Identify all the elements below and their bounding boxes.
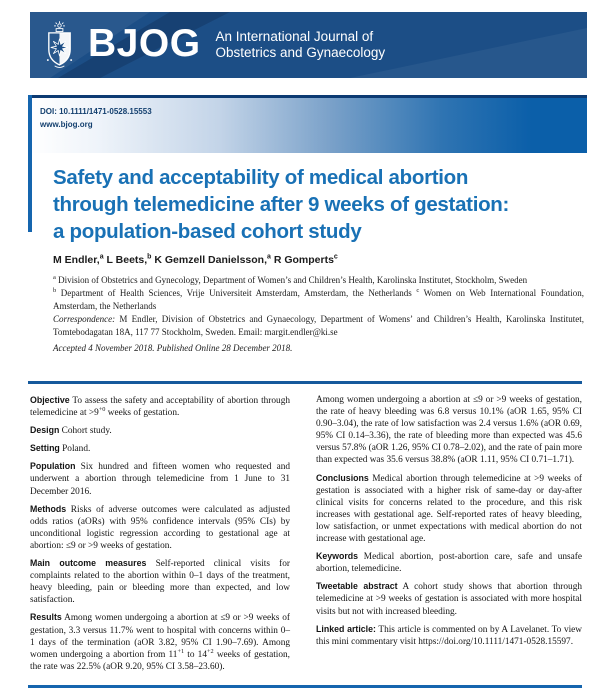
superscript: a <box>99 253 104 261</box>
para: M Endler,a L Beets,b K Gemzell Danielsso… <box>53 253 338 267</box>
para-objective-label: Objective <box>30 395 70 405</box>
journal-masthead: BJOG An International Journal of Obstetr… <box>30 12 587 78</box>
para-objective: Objective To assess the safety and accep… <box>30 395 291 419</box>
journal-url-link[interactable]: www.bjog.org <box>40 120 93 129</box>
para-setting-label: Setting <box>30 443 60 454</box>
bjog-crest-icon <box>46 20 73 68</box>
para-methods-label: Methods <box>30 503 67 514</box>
italic-text: Correspondence: <box>53 314 116 324</box>
para: Among women undergoing a abortion at ≤9 … <box>316 395 582 466</box>
article-title: Safety and acceptability of medical abor… <box>53 164 509 245</box>
para-conclusions-label: Conclusions <box>316 472 369 483</box>
acceptance-note: Accepted 4 November 2018. Published Onli… <box>53 343 293 353</box>
para: a Division of Obstetrics and Gynecology,… <box>53 274 528 285</box>
superscript: +1 <box>177 647 185 655</box>
doi-text: DOI: 10.1111/1471-0528.15553 <box>40 107 152 116</box>
para-population: Population Six hundred and fifteen women… <box>30 461 290 497</box>
title-line-2: through telemedicine after 9 weeks of ge… <box>53 193 510 216</box>
tagline-line-1: An International Journal of <box>215 28 374 44</box>
superscript: +0 <box>98 406 106 413</box>
para-main-outcome-measures-label: Main outcome measures <box>30 558 147 569</box>
author-list: M Endler,a L Beets,b K Gemzell Danielsso… <box>53 253 585 267</box>
superscript: +2 <box>206 647 214 655</box>
abstract-left-column: Objective To assess the safety and accep… <box>30 394 290 685</box>
journal-logo-text: BJOG <box>88 22 201 65</box>
para-setting: Setting Poland. <box>30 443 91 455</box>
para: Correspondence: M Endler, Division of Ob… <box>53 314 584 337</box>
title-accent-bar <box>28 95 32 232</box>
para-design: Design Cohort study. <box>30 425 112 437</box>
para-methods: Methods Risks of adverse outcomes were c… <box>30 503 291 551</box>
para-main-outcome-measures: Main outcome measures Self-reported clin… <box>30 558 290 606</box>
para: b Department of Health Sciences, Vrije U… <box>53 287 584 311</box>
para-keywords-label: Keywords <box>316 551 359 562</box>
superscript: a <box>267 253 271 261</box>
para-population-label: Population <box>30 461 76 472</box>
superscript: a <box>53 274 56 281</box>
para-keywords: Keywords Medical abortion, post-abortion… <box>316 551 583 575</box>
para-linked-article-label: Linked article: <box>316 623 376 634</box>
superscript: c <box>333 253 338 261</box>
doi-bar: DOI: 10.1111/1471-0528.15553 www.bjog.or… <box>30 95 587 153</box>
para-tweetable-abstract-label: Tweetable abstract <box>316 581 398 592</box>
para-conclusions: Conclusions Medical abortion through tel… <box>316 472 582 545</box>
para-tweetable-abstract: Tweetable abstract A cohort study shows … <box>316 581 582 617</box>
para-design-label: Design <box>30 425 60 436</box>
para-results-label: Results <box>30 612 62 623</box>
abstract-right-column: Among women undergoing a abortion at ≤9 … <box>316 394 582 685</box>
para-results: Results Among women undergoing a abortio… <box>30 612 290 672</box>
journal-tagline: An International Journal of Obstetrics a… <box>216 29 386 62</box>
title-line-1: Safety and acceptability of medical abor… <box>53 166 469 189</box>
title-line-3: a population-based cohort study <box>53 220 362 243</box>
superscript: b <box>147 253 152 261</box>
para-linked-article: Linked article: This article is commente… <box>316 623 583 647</box>
superscript: c <box>416 287 420 294</box>
tagline-line-2: Obstetrics and Gynaecology <box>215 45 386 60</box>
affiliations-block: a Division of Obstetrics and Gynecology,… <box>53 274 584 339</box>
abstract-section: Objective To assess the safety and accep… <box>28 381 582 688</box>
superscript: b <box>53 287 57 294</box>
